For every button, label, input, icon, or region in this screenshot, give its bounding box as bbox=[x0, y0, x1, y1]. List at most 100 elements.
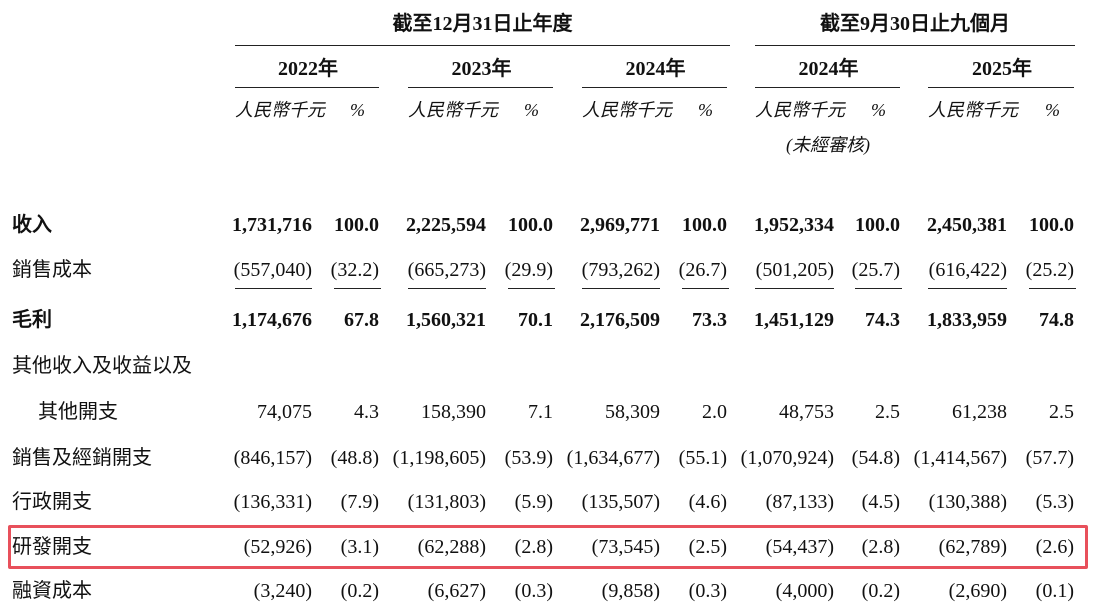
unit-header: 人民幣千元 bbox=[928, 100, 1018, 120]
percent-cell: (48.8) bbox=[330, 447, 379, 469]
row-label: 行政開支 bbox=[12, 491, 92, 513]
amount-cell: (87,133) bbox=[765, 491, 834, 513]
percent-cell: (2.8) bbox=[861, 536, 900, 558]
amount-cell: (9,858) bbox=[601, 580, 660, 602]
rule bbox=[1029, 288, 1076, 289]
amount-cell: (1,414,567) bbox=[913, 447, 1007, 469]
percent-cell: 70.1 bbox=[518, 309, 553, 331]
rule bbox=[235, 45, 730, 46]
rule bbox=[928, 288, 1007, 289]
rule bbox=[235, 87, 379, 88]
amount-cell: 2,450,381 bbox=[927, 214, 1007, 236]
amount-cell: 1,451,129 bbox=[754, 309, 834, 331]
rule bbox=[855, 288, 902, 289]
amount-cell: 2,969,771 bbox=[580, 214, 660, 236]
rule bbox=[408, 288, 486, 289]
percent-cell: 67.8 bbox=[344, 309, 379, 331]
unit-header: 人民幣千元 bbox=[582, 100, 672, 120]
amount-cell: 2,176,509 bbox=[580, 309, 660, 331]
percent-header: % bbox=[1045, 100, 1060, 120]
amount-cell: 158,390 bbox=[421, 401, 486, 423]
amount-cell: (846,157) bbox=[233, 447, 312, 469]
amount-cell: (1,634,677) bbox=[566, 447, 660, 469]
row-label: 融資成本 bbox=[12, 580, 92, 602]
amount-cell: (557,040) bbox=[233, 259, 312, 281]
rule bbox=[235, 288, 312, 289]
percent-cell: (26.7) bbox=[678, 259, 727, 281]
amount-cell: (62,789) bbox=[938, 536, 1007, 558]
amount-cell: (52,926) bbox=[243, 536, 312, 558]
percent-cell: 73.3 bbox=[692, 309, 727, 331]
row-label: 銷售成本 bbox=[12, 259, 92, 281]
year-header: 2023年 bbox=[451, 58, 512, 80]
amount-cell: (130,388) bbox=[928, 491, 1007, 513]
rule bbox=[508, 288, 555, 289]
amount-cell: (616,422) bbox=[928, 259, 1007, 281]
amount-cell: 1,560,321 bbox=[406, 309, 486, 331]
rule bbox=[682, 288, 729, 289]
percent-cell: 100.0 bbox=[682, 214, 727, 236]
percent-cell: (7.9) bbox=[340, 491, 379, 513]
percent-cell: (25.2) bbox=[1025, 259, 1074, 281]
percent-header: % bbox=[698, 100, 713, 120]
row-highlight bbox=[8, 525, 1088, 569]
amount-cell: (1,070,924) bbox=[740, 447, 834, 469]
unit-header: 人民幣千元 bbox=[235, 100, 325, 120]
unit-header: 人民幣千元 bbox=[408, 100, 498, 120]
percent-cell: (5.3) bbox=[1035, 491, 1074, 513]
percent-cell: (32.2) bbox=[330, 259, 379, 281]
unit-header: 人民幣千元 bbox=[755, 100, 845, 120]
percent-header: % bbox=[524, 100, 539, 120]
percent-cell: (0.3) bbox=[688, 580, 727, 602]
percent-cell: (25.7) bbox=[851, 259, 900, 281]
amount-cell: (6,627) bbox=[427, 580, 486, 602]
amount-cell: (793,262) bbox=[581, 259, 660, 281]
percent-cell: (57.7) bbox=[1025, 447, 1074, 469]
amount-cell: 48,753 bbox=[779, 401, 834, 423]
amount-cell: (2,690) bbox=[948, 580, 1007, 602]
rule bbox=[408, 87, 553, 88]
amount-cell: 1,952,334 bbox=[754, 214, 834, 236]
percent-cell: (4.6) bbox=[688, 491, 727, 513]
amount-cell: 74,075 bbox=[257, 401, 312, 423]
percent-cell: 2.5 bbox=[875, 401, 900, 423]
percent-cell: (5.9) bbox=[514, 491, 553, 513]
row-label: 毛利 bbox=[12, 309, 52, 331]
row-label: 其他開支 bbox=[38, 401, 118, 423]
percent-cell: 100.0 bbox=[334, 214, 379, 236]
percent-cell: (54.8) bbox=[851, 447, 900, 469]
percent-cell: 4.3 bbox=[354, 401, 379, 423]
percent-cell: (0.1) bbox=[1035, 580, 1074, 602]
group-header: 截至9月30日止九個月 bbox=[820, 13, 1010, 35]
amount-cell: (131,803) bbox=[407, 491, 486, 513]
amount-cell: (136,331) bbox=[233, 491, 312, 513]
percent-cell: 74.8 bbox=[1039, 309, 1074, 331]
amount-cell: (135,507) bbox=[581, 491, 660, 513]
percent-cell: 100.0 bbox=[855, 214, 900, 236]
percent-cell: (29.9) bbox=[504, 259, 553, 281]
amount-cell: 1,731,716 bbox=[232, 214, 312, 236]
percent-cell: 100.0 bbox=[1029, 214, 1074, 236]
amount-cell: 1,833,959 bbox=[927, 309, 1007, 331]
amount-cell: 2,225,594 bbox=[406, 214, 486, 236]
unaudited-note: (未經審核) bbox=[786, 135, 870, 155]
amount-cell: 1,174,676 bbox=[232, 309, 312, 331]
percent-cell: (3.1) bbox=[340, 536, 379, 558]
rule bbox=[755, 87, 900, 88]
rule bbox=[582, 87, 727, 88]
row-label: 銷售及經銷開支 bbox=[12, 447, 152, 469]
rule bbox=[582, 288, 660, 289]
percent-cell: (55.1) bbox=[678, 447, 727, 469]
rule bbox=[755, 288, 834, 289]
amount-cell: (73,545) bbox=[591, 536, 660, 558]
percent-cell: (53.9) bbox=[504, 447, 553, 469]
percent-cell: 7.1 bbox=[528, 401, 553, 423]
rule bbox=[334, 288, 381, 289]
percent-cell: 2.0 bbox=[702, 401, 727, 423]
percent-header: % bbox=[871, 100, 886, 120]
group-header: 截至12月31日止年度 bbox=[392, 13, 573, 35]
amount-cell: (54,437) bbox=[765, 536, 834, 558]
amount-cell: (62,288) bbox=[417, 536, 486, 558]
row-label: 收入 bbox=[12, 214, 52, 236]
